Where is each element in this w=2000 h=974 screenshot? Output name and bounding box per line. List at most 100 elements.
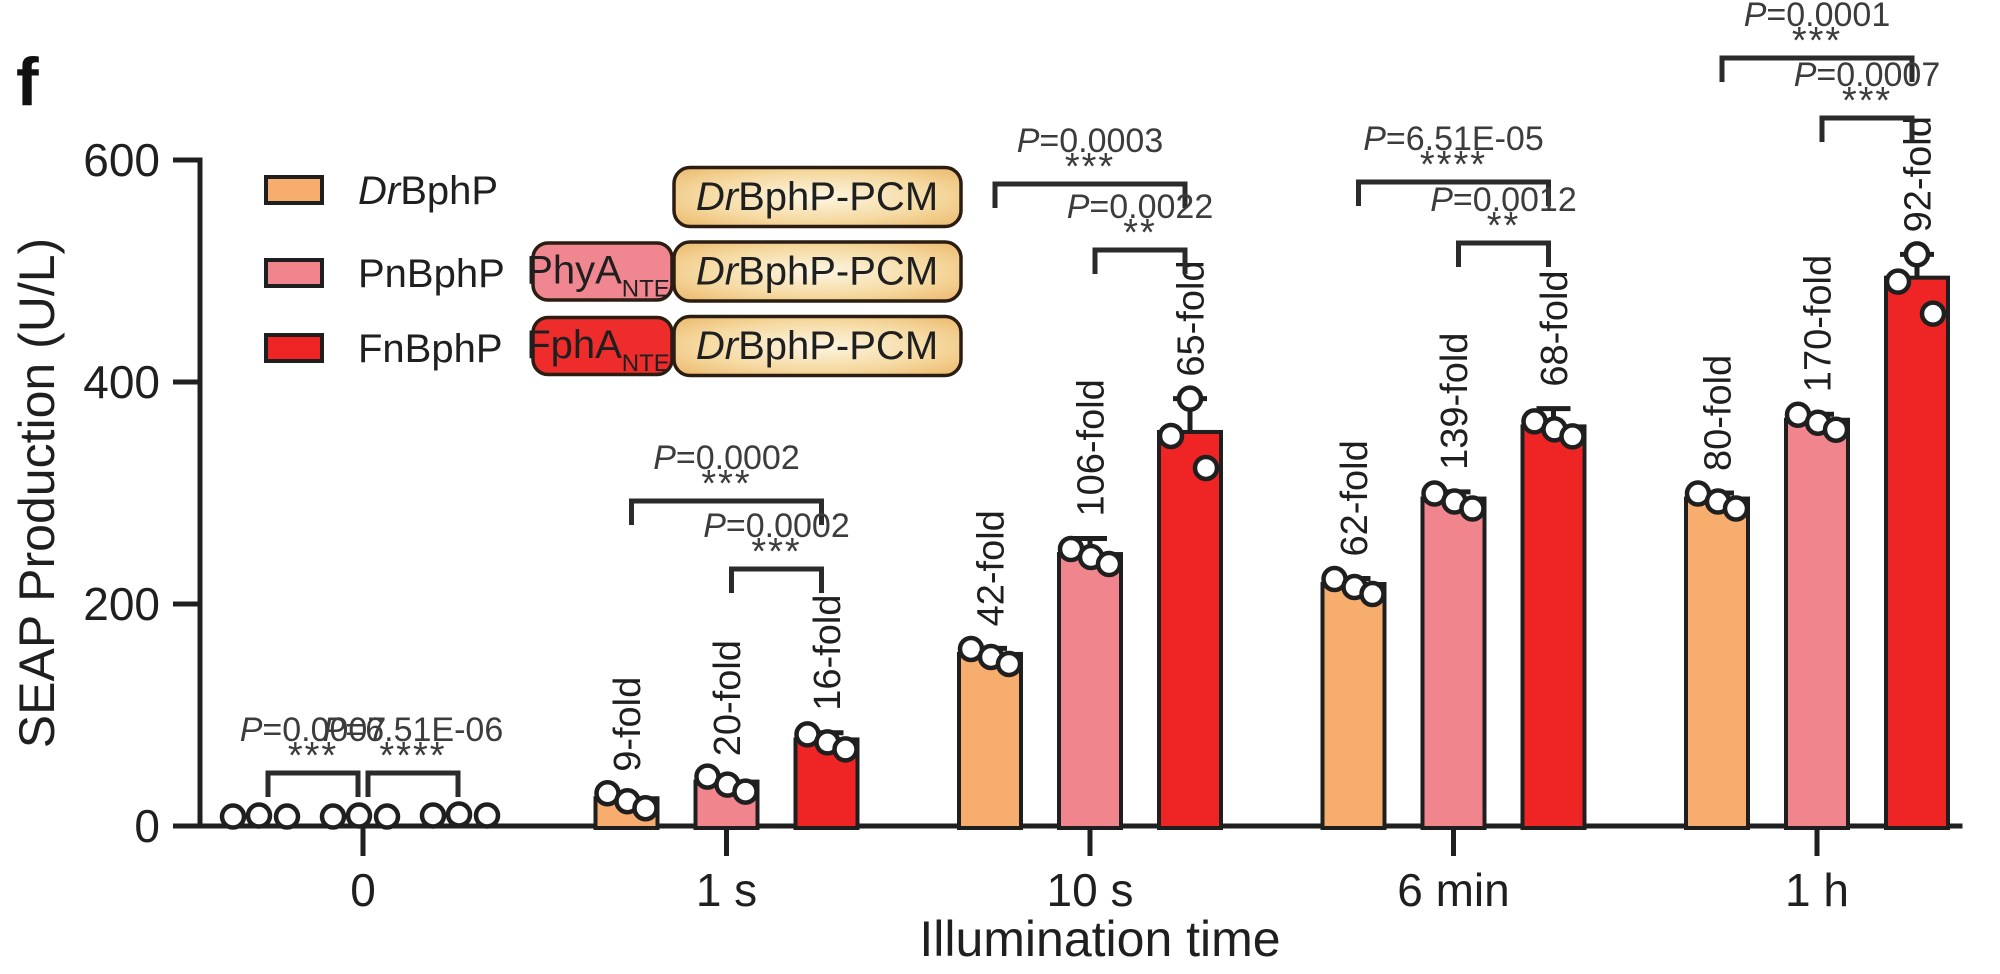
- sig-pvalue-0: P=6.51E-06: [323, 711, 504, 749]
- legend-label-DrBphP: DrBphP: [358, 169, 498, 213]
- sig-pvalue-1 s: P=0.0002: [653, 439, 800, 477]
- data-point-DrBphP-0: [273, 803, 301, 830]
- sig-stars-1 s: ***: [751, 531, 801, 573]
- bar-DrBphP-6 min: [1320, 582, 1387, 831]
- data-point-FnBphP-0: [473, 802, 501, 829]
- sig-bracket-10 s: [992, 181, 1188, 208]
- bar-DrBphP-1 h: [1684, 496, 1750, 830]
- data-point-DrBphP-6 min: [1359, 580, 1386, 608]
- y-tick-label: 600: [83, 134, 160, 186]
- sig-bracket-1 h: [1719, 55, 1915, 82]
- construct-box-fpha: [531, 315, 674, 377]
- fold-label-PnBphP-1 h: 170-fold: [1797, 255, 1839, 392]
- data-point-FnBphP-10 s: [1157, 422, 1185, 450]
- data-point-DrBphP-1 h: [1722, 495, 1750, 522]
- x-tick-label: 0: [350, 864, 376, 916]
- data-point-PnBphP-1 s: [732, 778, 759, 805]
- x-tick-label: 10 s: [1047, 864, 1134, 916]
- bar-PnBphP-10 s: [1057, 552, 1123, 830]
- sig-bracket-1 h: [1819, 115, 1915, 142]
- sig-bracket-0: [365, 770, 461, 797]
- data-point-FnBphP-0: [419, 802, 447, 829]
- fold-label-DrBphP-1 h: 80-fold: [1697, 355, 1739, 471]
- sig-stars-10 s: **: [1123, 212, 1157, 254]
- construct-label-pcm: DrBphP-PCM: [696, 324, 938, 368]
- sig-stars-1 h: ***: [1792, 20, 1842, 62]
- sig-pvalue-1 h: P=0.0001: [1744, 0, 1891, 34]
- sig-stars-1 s: ***: [701, 463, 751, 505]
- legend-label-FnBphP: FnBphP: [358, 327, 503, 371]
- construct-label-pcm: DrBphP-PCM: [696, 175, 938, 219]
- y-tick-label: 0: [134, 800, 160, 852]
- sig-bracket-10 s: [1092, 247, 1188, 274]
- sig-bracket-1 s: [629, 498, 824, 525]
- sig-pvalue-1 h: P=0.0007: [1794, 56, 1941, 94]
- construct-box-pcm: [672, 314, 963, 378]
- sig-bracket-1 s: [729, 566, 824, 593]
- fold-label-DrBphP-6 min: 62-fold: [1334, 440, 1376, 556]
- data-point-PnBphP-0: [319, 803, 347, 830]
- x-tick-label: 6 min: [1397, 864, 1509, 916]
- fold-label-PnBphP-10 s: 106-fold: [1070, 379, 1112, 516]
- panel-label: f: [16, 44, 39, 120]
- sig-pvalue-6 min: P=0.0012: [1430, 181, 1577, 219]
- data-point-FnBphP-10 s: [1192, 454, 1220, 482]
- fold-label-DrBphP-10 s: 42-fold: [970, 510, 1012, 626]
- bar-PnBphP-6 min: [1420, 496, 1487, 830]
- construct-label-fpha: FphANTE: [526, 323, 670, 377]
- legend-swatch-FnBphP: [264, 333, 324, 363]
- construct-box-pcm: [672, 240, 963, 303]
- bar-FnBphP-6 min: [1520, 424, 1587, 830]
- sig-pvalue-1 s: P=0.0002: [703, 507, 850, 545]
- bar-FnBphP-10 s: [1157, 429, 1223, 830]
- sig-pvalue-10 s: P=0.0003: [1017, 122, 1164, 160]
- fold-label-FnBphP-10 s: 65-fold: [1170, 260, 1212, 376]
- sig-pvalue-0: P=0.0007: [240, 711, 387, 749]
- sig-pvalue-6 min: P=6.51E-05: [1363, 120, 1544, 158]
- data-point-FnBphP-1 h: [1884, 268, 1912, 295]
- sig-stars-6 min: **: [1487, 205, 1521, 247]
- sig-stars-10 s: ***: [1065, 146, 1115, 188]
- data-point-PnBphP-6 min: [1459, 495, 1486, 522]
- fold-label-FnBphP-1 s: 16-fold: [807, 595, 849, 711]
- x-tick-label: 1 h: [1785, 864, 1849, 916]
- data-point-FnBphP-1 s: [832, 736, 859, 763]
- fold-label-PnBphP-1 s: 20-fold: [707, 640, 749, 756]
- data-point-FnBphP-0: [445, 801, 473, 828]
- fold-label-FnBphP-6 min: 68-fold: [1534, 270, 1576, 386]
- sig-stars-1 h: ***: [1842, 80, 1892, 122]
- x-tick-label: 1 s: [696, 864, 757, 916]
- sig-bracket-6 min: [1456, 240, 1551, 267]
- fold-label-PnBphP-6 min: 139-fold: [1434, 333, 1476, 470]
- sig-bracket-6 min: [1356, 179, 1551, 206]
- data-point-PnBphP-1 h: [1822, 416, 1850, 443]
- sig-pvalue-10 s: P=0.0022: [1067, 188, 1214, 226]
- data-point-FnBphP-1 h: [1903, 241, 1931, 268]
- construct-box-pcm: [672, 165, 963, 229]
- sig-bracket-0: [265, 770, 361, 797]
- construct-box-phya: [531, 241, 674, 302]
- data-point-PnBphP-10 s: [1095, 550, 1123, 578]
- construct-label-pcm: DrBphP-PCM: [696, 250, 938, 294]
- y-tick-label: 200: [83, 578, 160, 630]
- data-point-DrBphP-0: [245, 802, 273, 829]
- fold-label-DrBphP-1 s: 9-fold: [607, 677, 649, 772]
- construct-label-phya: PhyANTE: [526, 249, 670, 303]
- y-tick-label: 400: [83, 356, 160, 408]
- data-point-DrBphP-1 s: [632, 795, 659, 822]
- bar-DrBphP-10 s: [957, 651, 1023, 831]
- legend-label-PnBphP: PnBphP: [358, 252, 505, 296]
- x-axis-title: Illumination time: [919, 911, 1280, 967]
- bar-PnBphP-1 h: [1784, 417, 1850, 830]
- legend-swatch-DrBphP: [264, 175, 324, 205]
- data-point-FnBphP-10 s: [1176, 385, 1204, 412]
- sig-stars-6 min: ****: [1420, 144, 1487, 186]
- bar-FnBphP-1 h: [1884, 275, 1950, 831]
- data-point-FnBphP-6 min: [1559, 423, 1586, 450]
- fold-label-FnBphP-1 h: 92-fold: [1897, 116, 1939, 232]
- data-point-DrBphP-10 s: [995, 650, 1023, 678]
- sig-stars-0: ***: [288, 735, 338, 777]
- data-point-DrBphP-0: [219, 803, 247, 830]
